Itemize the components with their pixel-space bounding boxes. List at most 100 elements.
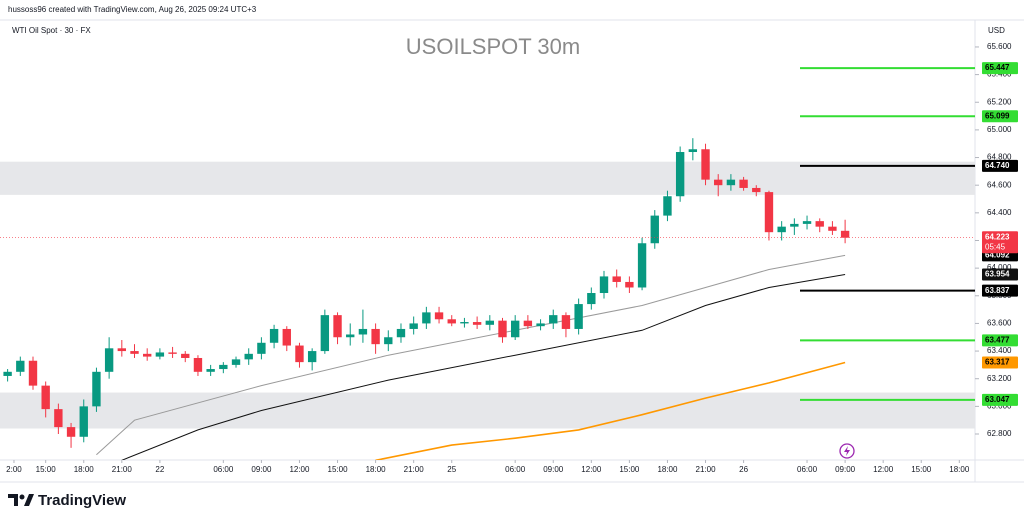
candle-body	[777, 226, 786, 233]
event-icon	[839, 443, 855, 459]
level-label: 63.837	[985, 286, 1010, 295]
candle-body	[66, 427, 76, 437]
candle-body	[650, 215, 659, 244]
candle-body	[269, 328, 279, 343]
level-label: 65.447	[985, 63, 1010, 72]
candle-body	[155, 352, 165, 357]
level-label-bg	[982, 62, 1018, 75]
y-tick-label: 64.000	[987, 263, 1012, 272]
candle-body	[384, 337, 393, 345]
credit: hussoss96 created with TradingView.com, …	[8, 5, 257, 14]
candle-body	[714, 179, 723, 186]
level-label: 63.047	[985, 395, 1010, 404]
candle-body	[675, 152, 685, 197]
candle-body	[472, 322, 482, 325]
candle-body	[447, 319, 456, 324]
candle-body	[79, 406, 88, 437]
candle-body	[739, 179, 748, 188]
ma-price-label: 63.317	[985, 358, 1010, 367]
x-tick-label: 22	[155, 465, 164, 474]
candle-body	[219, 364, 228, 370]
candle-body	[396, 328, 406, 338]
y-tick-label: 65.600	[987, 42, 1012, 51]
y-tick-label: 64.600	[987, 180, 1012, 189]
candle-body	[143, 353, 152, 357]
ma-price-label-bg	[982, 268, 1018, 281]
candle-body	[460, 322, 469, 324]
candle-body	[663, 196, 672, 216]
candle-body	[346, 334, 355, 338]
level-label: 65.099	[985, 111, 1010, 120]
plot-area	[0, 138, 975, 460]
candle-body	[54, 409, 63, 428]
x-tick-label: 12:00	[581, 465, 602, 474]
x-tick-label: 18:00	[949, 465, 970, 474]
ma-price-label-bg	[982, 356, 1018, 369]
y-tick-label: 65.000	[987, 125, 1012, 134]
x-tick-label: 18:00	[366, 465, 387, 474]
x-tick-label: 12:00	[873, 465, 894, 474]
candle-body	[574, 304, 583, 329]
candle-body	[485, 320, 494, 325]
candle-body	[561, 315, 571, 329]
candle-body	[358, 328, 368, 335]
zone	[0, 161, 975, 195]
y-tick-label: 64.800	[987, 153, 1012, 162]
x-tick-label: 06:00	[797, 465, 818, 474]
candle-body	[625, 281, 634, 288]
level-label: 64.740	[985, 161, 1010, 170]
candle-body	[282, 328, 291, 346]
candle-body	[193, 357, 203, 372]
x-tick-label: 09:00	[251, 465, 272, 474]
candle-body	[3, 371, 12, 376]
x-tick-label: 26	[739, 465, 748, 474]
currency: USD	[988, 26, 1005, 35]
y-tick-label: 65.200	[987, 97, 1012, 106]
candle-body	[802, 221, 812, 224]
candle-body	[726, 179, 736, 186]
level-label-bg	[982, 110, 1018, 123]
x-tick-label: 15:00	[911, 465, 932, 474]
level-label-bg	[982, 284, 1018, 297]
x-tick-label: 21:00	[112, 465, 133, 474]
y-tick-label: 65.400	[987, 70, 1012, 79]
brand-logo	[8, 494, 34, 506]
candle-body	[549, 315, 558, 324]
ma-price-label: 64.092	[985, 251, 1010, 260]
level-label-bg	[982, 159, 1018, 172]
x-tick-label: 09:00	[543, 465, 564, 474]
candle-body	[181, 353, 190, 358]
candle-body	[168, 352, 177, 354]
candle-body	[599, 276, 609, 294]
level-label-bg	[982, 393, 1018, 406]
ma-price-label: 63.954	[985, 270, 1010, 279]
y-tick-label: 63.200	[987, 374, 1012, 383]
candle-body	[612, 276, 621, 282]
candle-body	[498, 320, 507, 338]
x-tick-label: 15:00	[328, 465, 349, 474]
candle-body	[840, 230, 850, 238]
x-tick-label: 25	[447, 465, 456, 474]
zone	[0, 392, 975, 429]
candle-body	[790, 223, 799, 227]
y-tick-label: 63.600	[987, 319, 1012, 328]
candle-body	[434, 312, 444, 320]
last-price-label: 64.223	[985, 232, 1010, 241]
moving-average	[121, 274, 846, 460]
y-tick-label: 63.400	[987, 346, 1012, 355]
x-tick-label: 18:00	[657, 465, 678, 474]
x-tick-label: 15:00	[619, 465, 640, 474]
candle-body	[701, 149, 710, 180]
candle-body	[16, 360, 25, 372]
y-tick-label: 62.800	[987, 429, 1012, 438]
candle-body	[257, 342, 266, 354]
last-price-label-bg	[982, 231, 1018, 254]
candle-body	[752, 187, 761, 193]
candle-body	[371, 328, 380, 345]
candle-body	[206, 369, 215, 372]
y-tick-label: 63.000	[987, 401, 1012, 410]
x-tick-label: 06:00	[505, 465, 526, 474]
candle-body	[688, 149, 698, 153]
